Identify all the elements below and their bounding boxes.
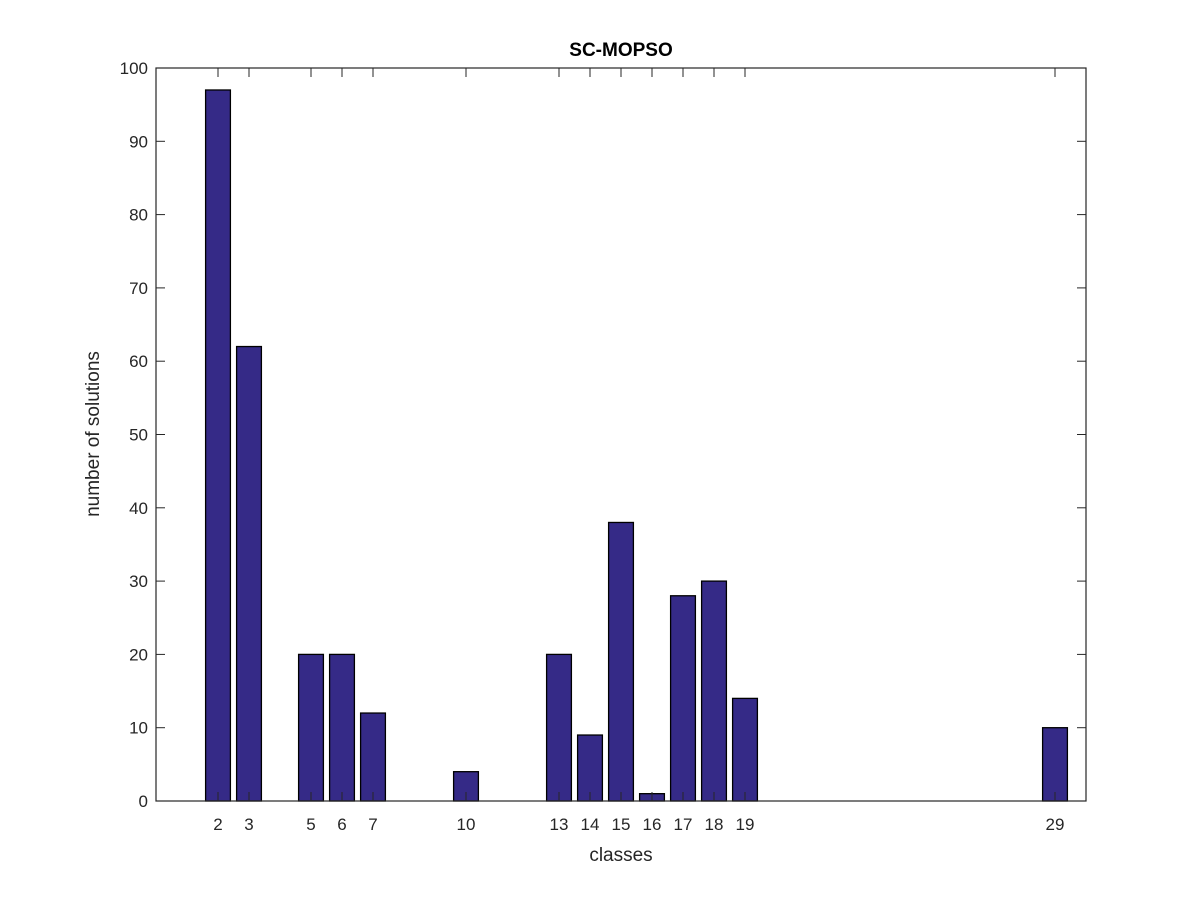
- bar-class-5: [297, 653, 325, 802]
- bar-class-17: [669, 595, 697, 802]
- x-tick-label-6: 6: [337, 815, 346, 834]
- x-tick-label-7: 7: [368, 815, 377, 834]
- y-tick-label-100: 100: [120, 59, 148, 78]
- bar-class-7: [359, 712, 387, 802]
- y-tick-label-90: 90: [129, 132, 148, 151]
- x-tick-label-17: 17: [674, 815, 693, 834]
- tick-labels-group: 2 3 5 6 7 10 13 14 15 16 17 18 19 29 0 10 20 30 40 50 60 70 80…: [120, 59, 1065, 834]
- x-tick-label-16: 16: [643, 815, 662, 834]
- x-axis-label: classes: [589, 845, 652, 866]
- y-tick-label-30: 30: [129, 572, 148, 591]
- y-tick-label-0: 0: [139, 792, 148, 811]
- y-tick-label-60: 60: [129, 352, 148, 371]
- bar-class-15: [607, 521, 635, 802]
- x-tick-label-14: 14: [581, 815, 600, 834]
- bars-group: [204, 89, 1069, 802]
- y-tick-label-20: 20: [129, 645, 148, 664]
- bar-class-3: [235, 345, 263, 802]
- x-tick-label-29: 29: [1046, 815, 1065, 834]
- bar-class-2: [204, 89, 232, 802]
- bar-class-6: [328, 653, 356, 802]
- axes-box: [155, 67, 1087, 802]
- x-tick-label-18: 18: [705, 815, 724, 834]
- y-tick-label-10: 10: [129, 719, 148, 738]
- y-tick-label-50: 50: [129, 426, 148, 445]
- x-tick-label-2: 2: [213, 815, 222, 834]
- bar-class-19: [731, 697, 759, 802]
- x-tick-label-10: 10: [457, 815, 476, 834]
- bar-class-18: [700, 580, 728, 802]
- y-axis-label: number of solutions: [83, 351, 104, 517]
- y-tick-label-40: 40: [129, 499, 148, 518]
- x-tick-label-3: 3: [244, 815, 253, 834]
- bar-class-29: [1041, 727, 1069, 802]
- chart-title: SC-MOPSO: [569, 40, 672, 61]
- y-tick-label-70: 70: [129, 279, 148, 298]
- x-tick-label-13: 13: [550, 815, 569, 834]
- bar-class-13: [545, 653, 573, 802]
- x-tick-label-5: 5: [306, 815, 315, 834]
- bar-class-14: [576, 734, 604, 802]
- x-tick-label-19: 19: [736, 815, 755, 834]
- x-tick-label-15: 15: [612, 815, 631, 834]
- y-tick-label-80: 80: [129, 206, 148, 225]
